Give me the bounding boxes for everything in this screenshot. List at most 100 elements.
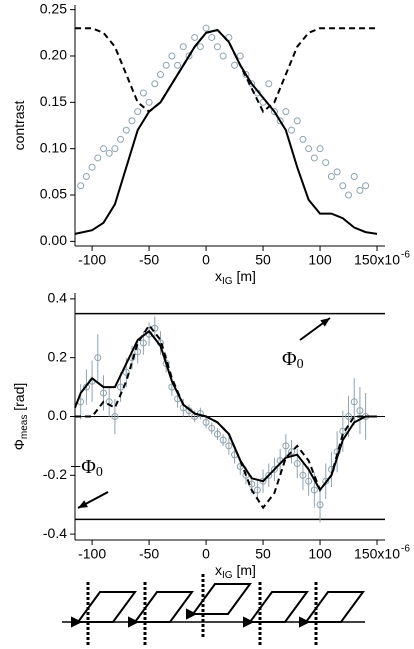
data-point (282, 442, 290, 450)
data-point (305, 477, 313, 485)
data-point (316, 145, 324, 153)
y-label-main: Φ (11, 439, 27, 450)
data-point (345, 413, 353, 420)
arrow-head (320, 318, 330, 327)
data-point (213, 430, 221, 438)
data-point (288, 126, 296, 134)
y-axis-label: Φmeas [rad] (11, 383, 30, 451)
x-tick-label: 50 (255, 546, 271, 562)
y-tick-label: 0.05 (40, 186, 67, 202)
data-point (105, 149, 113, 157)
data-point (288, 448, 296, 456)
data-point (77, 182, 85, 190)
y-axis-label: contrast (11, 100, 27, 150)
y-label-rest: [rad] (11, 383, 27, 415)
data-point (156, 71, 164, 79)
data-point (299, 471, 307, 479)
data-point (139, 89, 147, 97)
data-point (191, 33, 199, 41)
data-point (139, 339, 147, 347)
data-point (316, 501, 324, 509)
y-tick-label: 0.20 (40, 47, 67, 63)
data-point (236, 52, 244, 60)
data-point (345, 191, 353, 199)
data-point (99, 145, 107, 153)
data-point (111, 145, 119, 153)
data-point (196, 43, 204, 51)
dashed-line (75, 27, 377, 114)
y-tick-label: 0.25 (40, 0, 67, 16)
annotation-sub: 0 (297, 357, 304, 372)
x-tick-label: -100 (78, 546, 106, 562)
x-axis-label: xIG [m] (215, 562, 256, 581)
x-label-sub: IG (222, 276, 233, 287)
data-point (276, 117, 284, 125)
x-label-sub: IG (222, 570, 233, 581)
data-point (356, 186, 364, 194)
data-point (122, 126, 130, 134)
data-point (94, 354, 102, 362)
data-point (179, 43, 187, 51)
x-label-main: x (215, 268, 222, 284)
x-exponent: -6 (401, 544, 410, 555)
data-point (299, 135, 307, 143)
data-point (134, 348, 142, 356)
y-tick-label: -0.4 (43, 525, 67, 541)
y-tick-label: -0.2 (43, 466, 67, 482)
data-point (208, 33, 216, 41)
data-point (293, 460, 301, 468)
data-point (242, 71, 250, 79)
data-point (350, 398, 358, 406)
data-point (122, 368, 130, 376)
data-point (219, 436, 227, 444)
data-point (322, 159, 330, 167)
x-tick-label: 0 (202, 252, 210, 268)
data-point (327, 172, 335, 180)
x-label-main: x (215, 562, 222, 578)
data-point (111, 413, 119, 420)
data-point (145, 98, 153, 106)
data-point (219, 52, 227, 60)
x-axis-label: xIG [m] (215, 268, 256, 287)
y-tick-label: 0.10 (40, 139, 67, 155)
data-point (134, 108, 142, 116)
data-point (362, 182, 370, 190)
annotation-text: −Φ (70, 456, 96, 478)
x-tick-label: 100 (308, 546, 332, 562)
dashed-line (75, 323, 377, 510)
data-point (208, 424, 216, 432)
data-point (270, 465, 278, 473)
data-point (225, 442, 233, 450)
data-point (94, 154, 102, 162)
x-tick-label: 50 (255, 252, 271, 268)
y-tick-label: 0.4 (48, 290, 68, 306)
x-tick-label: -50 (139, 252, 159, 268)
data-point (310, 154, 318, 162)
y-label-main: contrast (11, 100, 27, 150)
data-point (162, 61, 170, 69)
x-tick-label: 150x10 (354, 252, 400, 268)
data-point (265, 471, 273, 479)
data-point (231, 61, 239, 69)
data-point (310, 486, 318, 494)
data-point (117, 135, 125, 143)
data-point (265, 80, 273, 88)
data-point (333, 168, 341, 176)
data-point (282, 108, 290, 116)
arrow-head (78, 500, 88, 508)
data-point (339, 182, 347, 190)
x-tick-label: 150x10 (354, 546, 400, 562)
y-tick-label: 0.2 (48, 348, 68, 364)
x-tick-label: -100 (78, 252, 106, 268)
annotation-text: Φ (282, 348, 297, 370)
data-point (88, 163, 96, 171)
data-point (356, 407, 364, 415)
data-point (293, 117, 301, 125)
x-tick-label: 0 (202, 546, 210, 562)
interferometer-diagram (62, 572, 365, 648)
data-point (174, 61, 182, 69)
x-exponent: -6 (401, 250, 410, 261)
x-tick-label: 100 (308, 252, 332, 268)
y-label-sub: meas (19, 415, 30, 439)
